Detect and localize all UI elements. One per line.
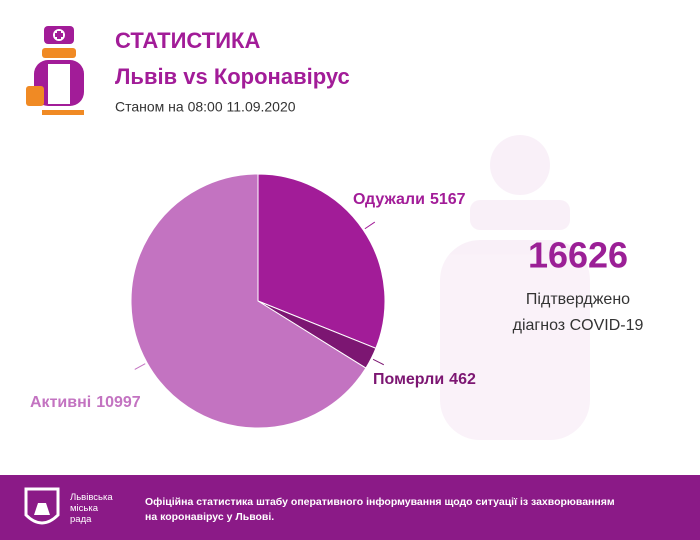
leader-line [134,363,146,370]
slice-value: 10997 [96,394,141,411]
footer-text: Офіційна статистика штабу оперативного і… [145,496,615,523]
total: 16626 [528,235,628,276]
pie-slice [257,173,386,349]
pie-slice [130,173,367,429]
logo [24,487,60,525]
logo-text: Львівська міська рада [70,492,113,525]
slice-category: Активні [30,394,91,411]
logo-line: рада [70,514,92,525]
leader-line [372,358,384,366]
slice-label: Померли 462 [373,371,476,388]
logo-line: Львівська [70,492,113,503]
slice-value: 462 [449,371,476,388]
chart: СТАТИСТИКА Львів vs Коронавірус Станом н… [26,26,644,440]
slice-label: Одужали 5167 [353,191,466,208]
date: Станом на 08:00 11.09.2020 [115,99,296,115]
leader-line [364,221,376,230]
title: СТАТИСТИКА [115,28,260,53]
footer: Львівська міська рада Офіційна статистик… [0,475,700,540]
slice-category: Одужали [353,191,425,208]
total-caption: Підтверджено [526,291,630,308]
doctor-icon [26,26,84,115]
logo-line: міська [70,503,98,514]
slice-value: 5167 [430,191,466,208]
slice-label: Активні 10997 [30,394,141,411]
total-caption: діагноз COVID-19 [513,317,644,334]
subtitle: Львів vs Коронавірус [115,64,350,89]
watermark-icon [440,135,590,440]
slice-category: Померли [373,371,444,388]
